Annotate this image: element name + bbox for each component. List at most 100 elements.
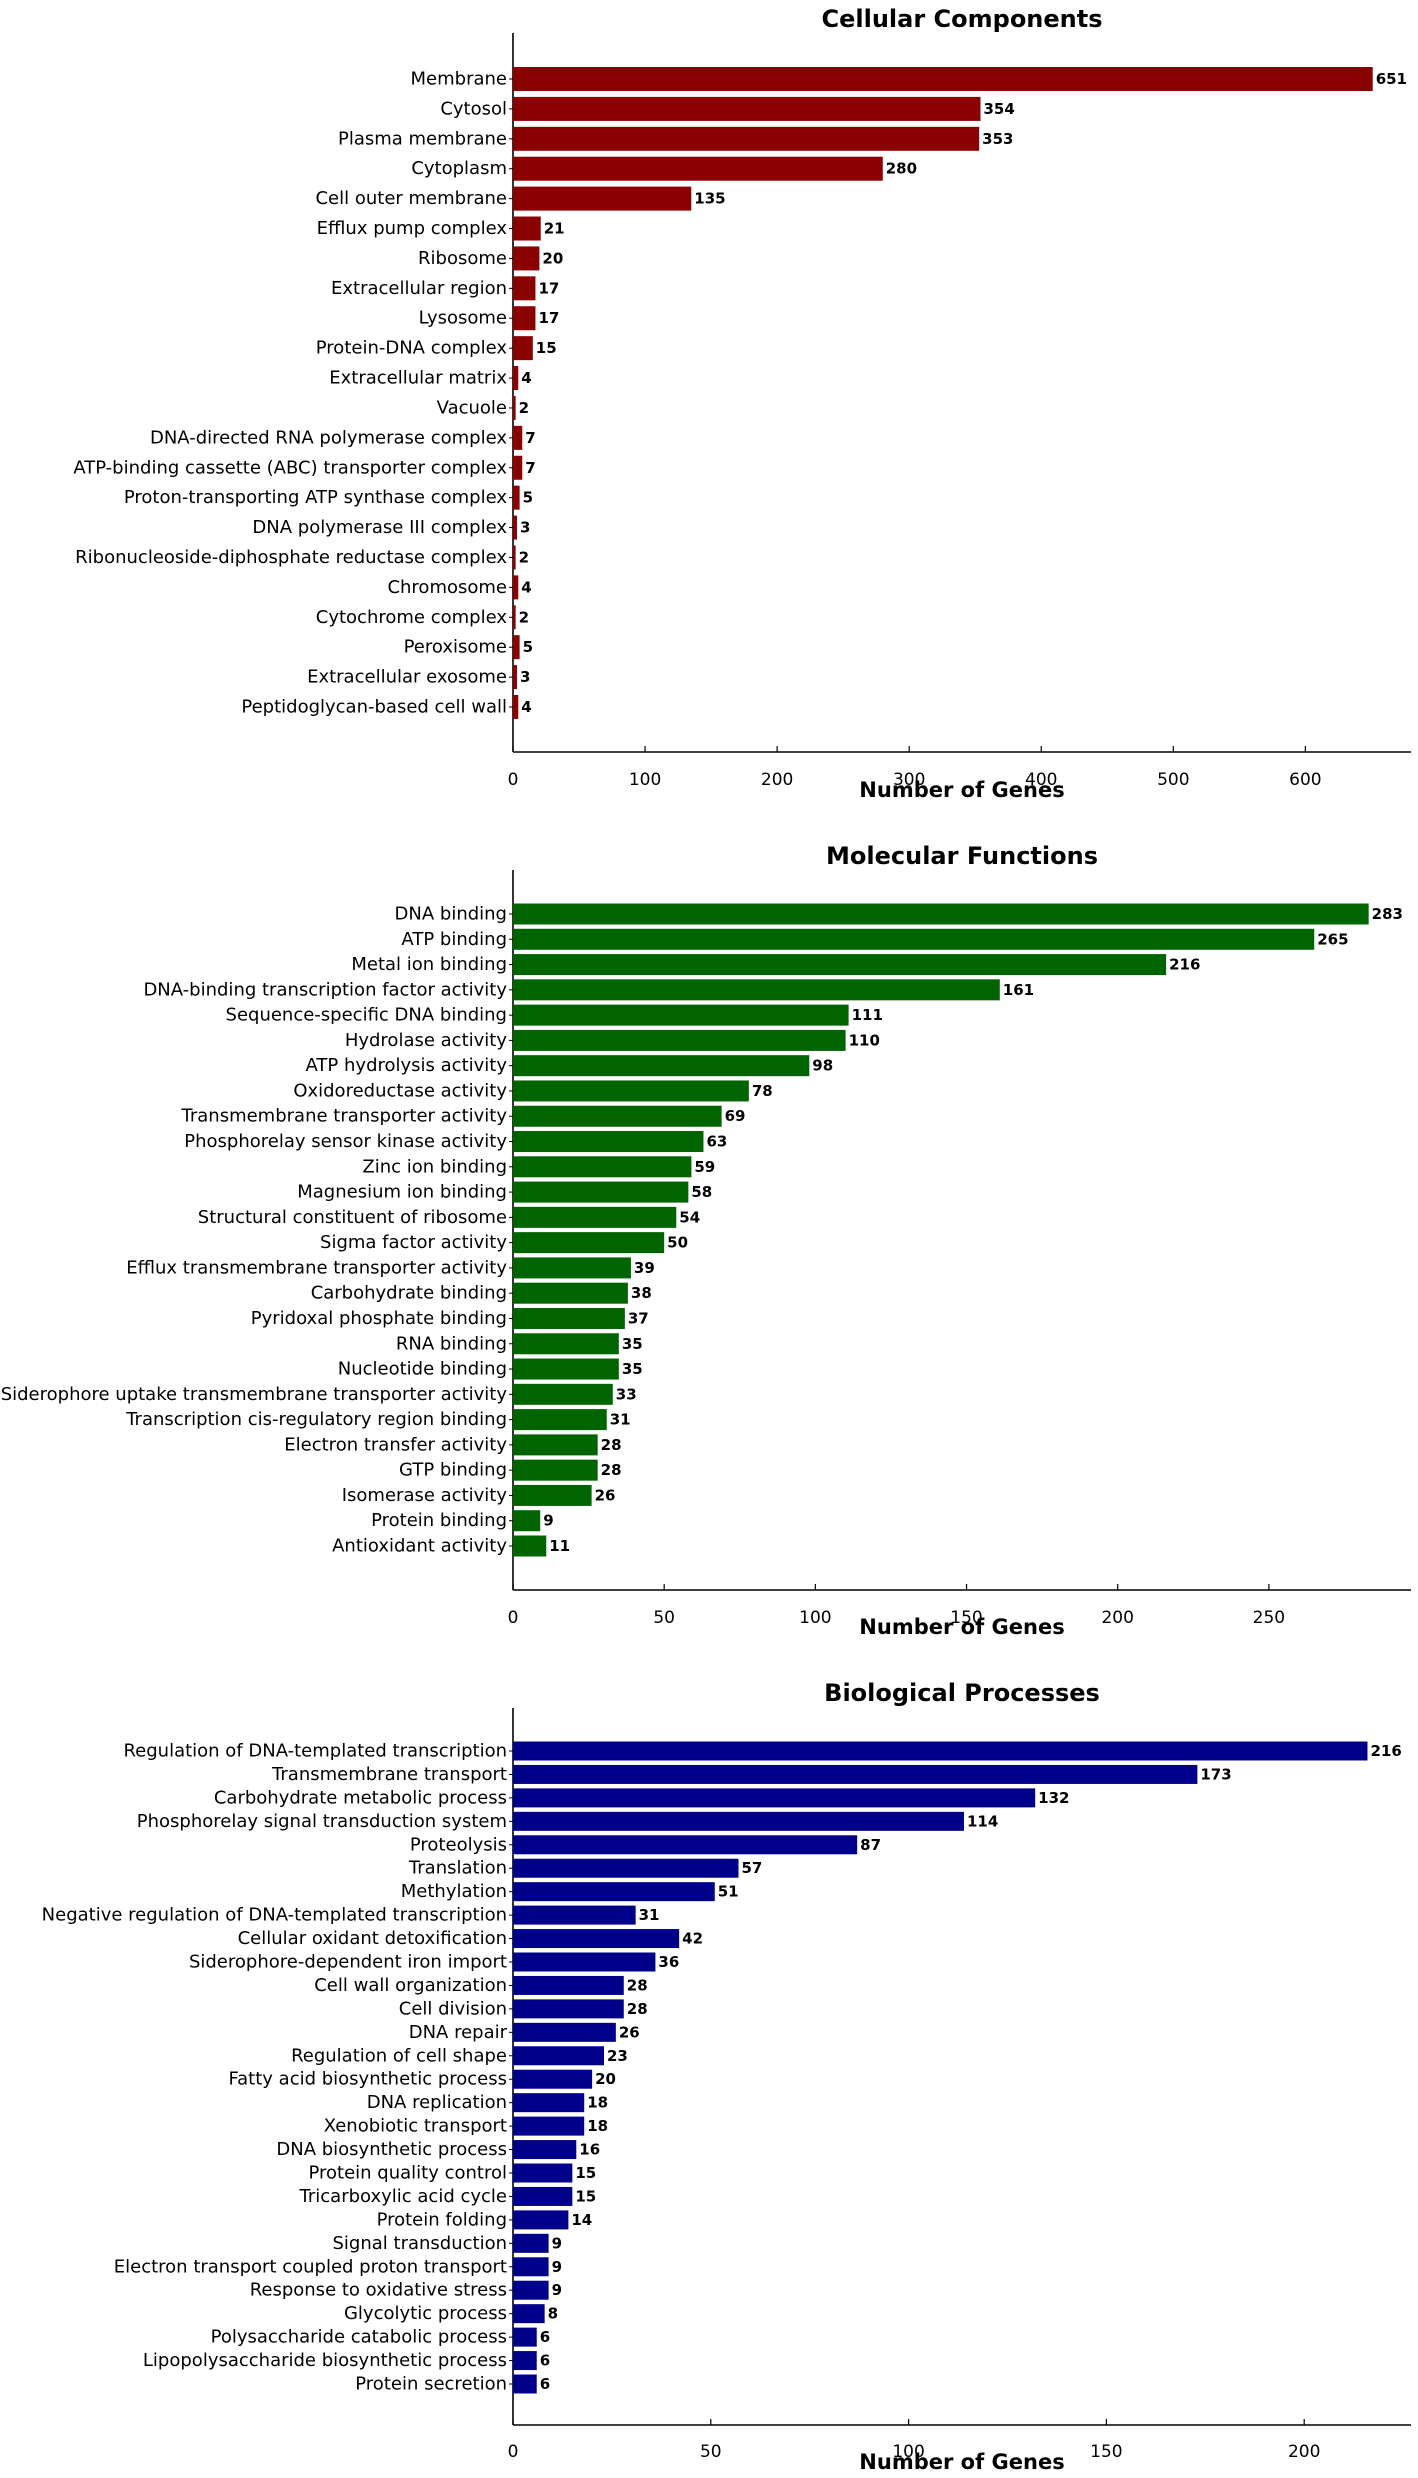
- category-label: Phosphorelay sensor kinase activity: [184, 1131, 507, 1152]
- data-label: 26: [595, 1486, 616, 1504]
- bar: [513, 1434, 598, 1456]
- bar: [513, 306, 536, 331]
- chart-title: Biological Processes: [824, 1679, 1100, 1707]
- bar: [513, 903, 1369, 925]
- x-tick-label: 200: [761, 770, 793, 790]
- x-tick-label: 300: [893, 770, 925, 790]
- bar: [513, 395, 516, 420]
- data-label: 23: [607, 2047, 628, 2065]
- data-label: 651: [1376, 70, 1407, 88]
- category-label: Siderophore uptake transmembrane transpo…: [1, 1384, 508, 1405]
- category-label: Translation: [408, 1858, 507, 1879]
- data-label: 4: [521, 578, 531, 596]
- bar: [513, 1181, 689, 1203]
- category-label: Peroxisome: [404, 637, 507, 658]
- data-label: 9: [543, 1512, 553, 1530]
- data-label: 216: [1169, 956, 1200, 974]
- data-label: 21: [544, 220, 565, 238]
- bar: [513, 1105, 722, 1127]
- bar: [513, 635, 520, 660]
- data-label: 20: [542, 249, 563, 267]
- data-label: 7: [525, 429, 535, 447]
- data-label: 50: [667, 1234, 688, 1252]
- data-label: 11: [549, 1537, 570, 1555]
- panel-biological-processes: Biological Processes 0 50 100 150 200 Number o…: [42, 1679, 1411, 2474]
- bar: [513, 2116, 585, 2136]
- x-axis-label: Number of Genes: [859, 1615, 1064, 1639]
- category-label: Negative regulation of DNA-templated tra…: [42, 1905, 507, 1926]
- data-label: 4: [521, 369, 531, 387]
- data-label: 33: [616, 1385, 637, 1403]
- category-label: DNA repair: [409, 2022, 508, 2043]
- bar: [513, 695, 519, 719]
- category-label: DNA polymerase III complex: [252, 517, 507, 538]
- bar: [513, 455, 523, 480]
- data-label: 15: [536, 339, 557, 357]
- bar: [513, 366, 519, 391]
- x-tick-label: 0: [508, 2442, 519, 2462]
- category-label: Polysaccharide catabolic process: [211, 2327, 507, 2348]
- category-label: Hydrolase activity: [345, 1030, 508, 1051]
- bar: [513, 1029, 846, 1051]
- category-label: Tricarboxylic acid cycle: [299, 2186, 507, 2207]
- category-label: Lysosome: [419, 308, 507, 329]
- data-label: 354: [983, 100, 1014, 118]
- x-tick-label: 100: [892, 2442, 924, 2462]
- x-tick-label: 50: [653, 1608, 675, 1628]
- category-label: Signal transduction: [333, 2233, 508, 2254]
- category-label: Efflux transmembrane transporter activit…: [126, 1257, 507, 1278]
- bar: [513, 2280, 549, 2300]
- data-label: 216: [1370, 1742, 1401, 1760]
- data-label: 26: [619, 2023, 640, 2041]
- category-label: Membrane: [411, 69, 507, 90]
- category-label: Proton-transporting ATP synthase complex: [124, 487, 507, 508]
- category-label: Cell division: [399, 1998, 507, 2019]
- data-label: 6: [540, 2352, 550, 2370]
- category-label: Glycolytic process: [344, 2303, 507, 2324]
- data-label: 28: [627, 1976, 648, 1994]
- x-tick-label: 150: [950, 1608, 982, 1628]
- data-label: 5: [523, 638, 533, 656]
- data-label: 20: [595, 2070, 616, 2088]
- category-label: Plasma membrane: [338, 128, 507, 149]
- category-label: ATP binding: [401, 929, 507, 950]
- data-label: 18: [587, 2117, 608, 2135]
- data-label: 4: [521, 698, 531, 716]
- bar: [513, 2186, 573, 2206]
- panel-cellular-components: Cellular Components 0 100 200 300 400 500 600 Nu…: [73, 5, 1411, 802]
- bar: [513, 1232, 665, 1254]
- data-label: 6: [540, 2375, 550, 2393]
- data-label: 2: [519, 548, 529, 566]
- data-label: 9: [552, 2281, 562, 2299]
- bar: [513, 186, 692, 211]
- data-label: 36: [658, 1953, 679, 1971]
- data-label: 161: [1003, 981, 1034, 999]
- category-label: Ribosome: [418, 248, 507, 269]
- category-label: ATP-binding cassette (ABC) transporter c…: [73, 457, 507, 478]
- x-tick-label: 50: [700, 2442, 722, 2462]
- bar: [513, 1206, 677, 1228]
- bar: [513, 2233, 549, 2253]
- category-label: Methylation: [401, 1881, 507, 1902]
- category-label: Nucleotide binding: [338, 1359, 507, 1380]
- category-label: Vacuole: [437, 397, 507, 418]
- bar: [513, 2093, 585, 2113]
- category-label: GTP binding: [399, 1460, 507, 1481]
- category-label: Carbohydrate metabolic process: [214, 1787, 507, 1808]
- data-label: 14: [571, 2211, 592, 2229]
- bar: [513, 2210, 569, 2230]
- data-label: 111: [852, 1006, 883, 1024]
- data-label: 135: [694, 190, 725, 208]
- bar: [513, 2304, 545, 2324]
- category-label: Sigma factor activity: [320, 1232, 507, 1253]
- category-label: DNA-binding transcription factor activit…: [143, 979, 507, 1000]
- data-label: 9: [552, 2234, 562, 2252]
- category-label: Efflux pump complex: [317, 218, 508, 239]
- bar: [513, 1905, 636, 1925]
- x-tick-label: 0: [508, 1608, 519, 1628]
- category-label: Siderophore-dependent iron import: [189, 1952, 507, 1973]
- bar: [513, 1929, 680, 1949]
- data-label: 39: [634, 1259, 655, 1277]
- category-label: DNA replication: [367, 2092, 507, 2113]
- bar: [513, 1535, 547, 1557]
